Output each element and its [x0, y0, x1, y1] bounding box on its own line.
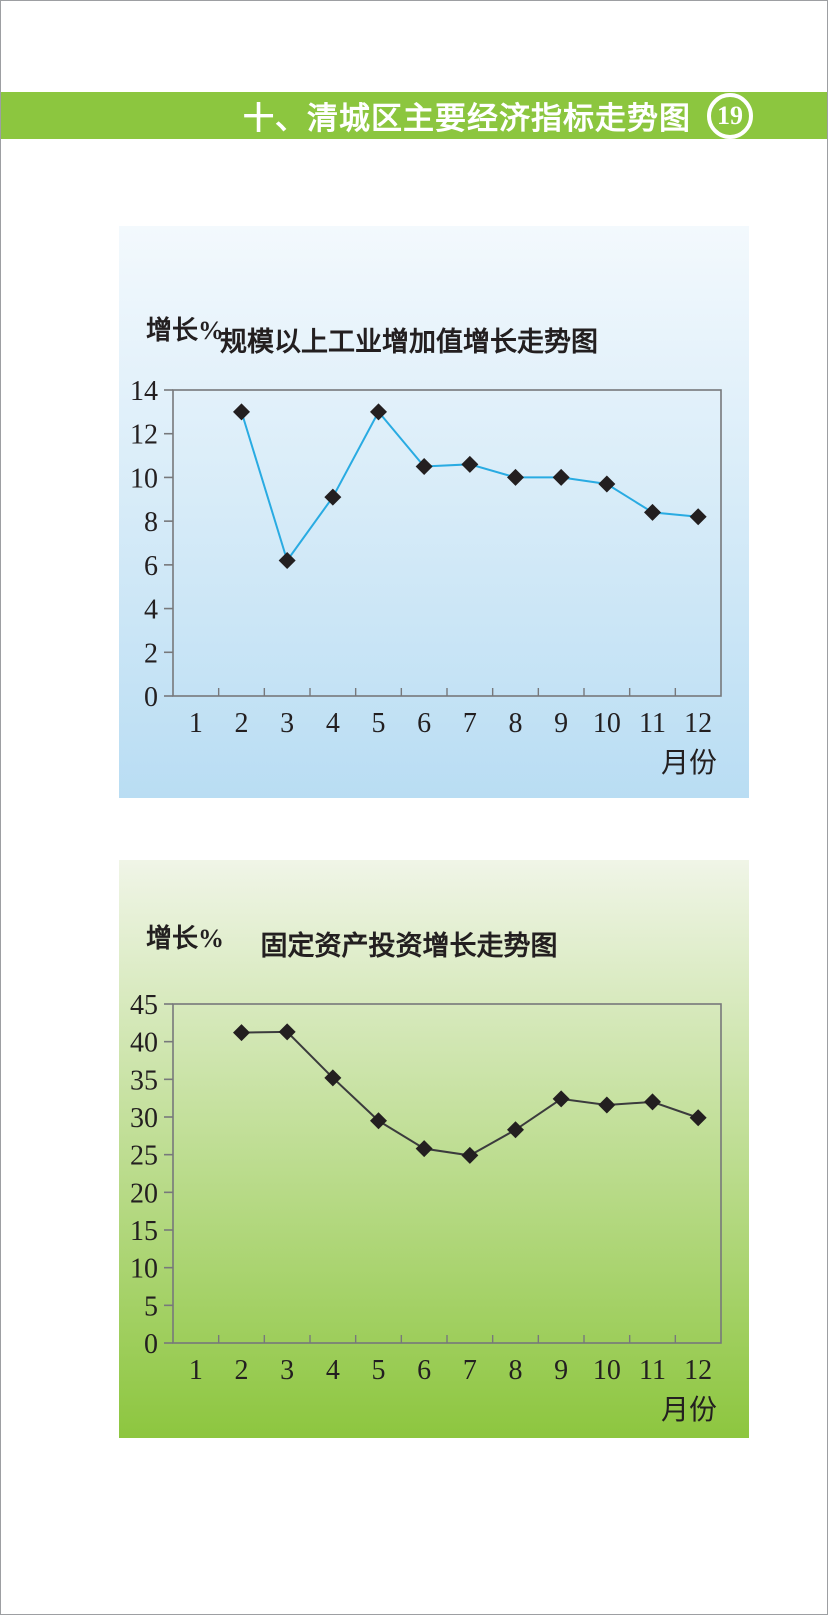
svg-text:9: 9 — [554, 1355, 568, 1386]
page-number-badge: 19 — [707, 92, 753, 139]
svg-text:12: 12 — [684, 708, 712, 739]
svg-text:0: 0 — [144, 1329, 158, 1360]
svg-text:6: 6 — [144, 551, 158, 582]
page-title: 十、清城区主要经济指标走势图 — [243, 101, 691, 136]
svg-text:5: 5 — [372, 708, 386, 739]
svg-text:7: 7 — [463, 708, 477, 739]
svg-text:5: 5 — [144, 1291, 158, 1322]
svg-text:45: 45 — [130, 990, 158, 1021]
svg-text:9: 9 — [554, 708, 568, 739]
svg-text:8: 8 — [509, 708, 523, 739]
chart-title-investment: 固定资产投资增长走势图 — [260, 931, 558, 961]
svg-text:14: 14 — [130, 376, 158, 407]
y-axis-unit-label: 增长% — [146, 316, 225, 345]
svg-text:11: 11 — [639, 708, 666, 739]
svg-text:8: 8 — [144, 507, 158, 538]
svg-text:10: 10 — [130, 463, 158, 494]
svg-text:12: 12 — [130, 420, 158, 451]
svg-text:4: 4 — [144, 595, 158, 626]
svg-text:8: 8 — [509, 1355, 523, 1386]
svg-text:3: 3 — [280, 1355, 294, 1386]
svg-text:1: 1 — [189, 708, 203, 739]
y-axis-unit-label: 增长% — [146, 924, 225, 953]
svg-text:10: 10 — [130, 1254, 158, 1285]
page-number: 19 — [717, 100, 743, 130]
svg-text:1: 1 — [189, 1355, 203, 1386]
svg-text:月份: 月份 — [661, 1394, 717, 1426]
svg-text:20: 20 — [130, 1178, 158, 1209]
header-band: 十、清城区主要经济指标走势图 19 — [1, 92, 827, 139]
svg-text:4: 4 — [326, 708, 340, 739]
chart-title-industrial: 规模以上工业增加值增长走势图 — [220, 327, 598, 357]
svg-text:30: 30 — [130, 1103, 158, 1134]
svg-text:35: 35 — [130, 1065, 158, 1096]
svg-text:0: 0 — [144, 682, 158, 713]
svg-text:月份: 月份 — [661, 747, 717, 779]
svg-text:2: 2 — [235, 1355, 249, 1386]
svg-text:6: 6 — [417, 708, 431, 739]
svg-text:6: 6 — [417, 1355, 431, 1386]
svg-text:15: 15 — [130, 1216, 158, 1247]
svg-text:10: 10 — [593, 1355, 621, 1386]
svg-text:3: 3 — [280, 708, 294, 739]
svg-text:11: 11 — [639, 1355, 666, 1386]
svg-text:25: 25 — [130, 1141, 158, 1172]
svg-text:40: 40 — [130, 1028, 158, 1059]
fixed-asset-investment-chart-panel: 增长% 固定资产投资增长走势图 0 5 10 15 20 25 30 35 40 45 1 2 3 4 5 6… — [119, 860, 749, 1438]
svg-text:2: 2 — [235, 708, 249, 739]
svg-text:4: 4 — [326, 1355, 340, 1386]
industrial-added-value-chart-panel: 增长% 规模以上工业增加值增长走势图 0 2 4 6 8 10 12 14 1 2 3 4 5 6 7 8 9 1… — [119, 226, 749, 798]
svg-text:2: 2 — [144, 638, 158, 669]
svg-text:7: 7 — [463, 1355, 477, 1386]
svg-text:12: 12 — [684, 1355, 712, 1386]
svg-text:5: 5 — [372, 1355, 386, 1386]
svg-text:10: 10 — [593, 708, 621, 739]
